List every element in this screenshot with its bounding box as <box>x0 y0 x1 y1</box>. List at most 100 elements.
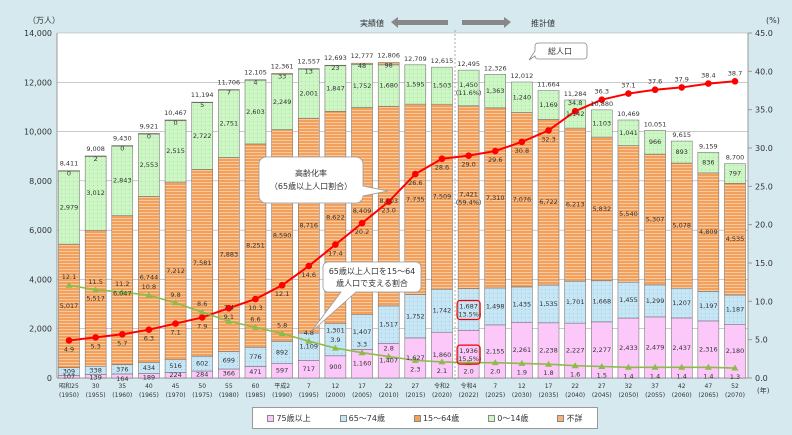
total-label: 12,105 <box>244 69 267 77</box>
segment-value-label: 516 <box>169 362 181 370</box>
total-label: 10,880 <box>590 100 613 108</box>
aging-rate-value-label: 30.8 <box>515 147 529 155</box>
segment-value-label: 1,860 <box>433 351 452 359</box>
legend-label: 15～64歳 <box>422 413 460 423</box>
segment-value-label: 376 <box>116 365 128 373</box>
total-label: 12,615 <box>431 57 454 65</box>
legend-item-65-74: 65～74歳 <box>339 413 385 424</box>
segment-value-label: 2,227 <box>566 347 585 355</box>
era-label: 47 <box>705 383 713 390</box>
segment-value-label: 139 <box>89 374 101 382</box>
segment-value-label: 2,751 <box>220 120 239 128</box>
legend-label: 65～74歳 <box>348 413 385 423</box>
support-ratio-value-label: 10.8 <box>142 283 156 291</box>
segment-value-label: 2,180 <box>726 347 745 355</box>
era-label: 令和2 <box>434 382 450 390</box>
aging-rate-point <box>678 84 686 91</box>
segment-unknown <box>84 155 107 157</box>
segment-value-label: 900 <box>329 363 341 371</box>
segment-value-label: 1,103 <box>592 119 611 127</box>
segment-value-label: 7,310 <box>486 194 505 202</box>
aging-rate-point <box>305 262 313 270</box>
era-label: 昭和25 <box>59 382 79 390</box>
year-label: (1995) <box>299 392 319 399</box>
segment-value-label: 5,832 <box>592 205 611 213</box>
total-label: 12,326 <box>484 64 507 72</box>
right-tick-label: 20.0 <box>755 221 773 230</box>
era-label: 42 <box>678 383 686 390</box>
aging-rate-value-label: 5.7 <box>117 339 127 347</box>
aging-rate-value-label: 32.3 <box>541 135 555 143</box>
legend-label: 75歳以上 <box>276 413 311 423</box>
aging-rate-point <box>92 334 99 341</box>
support-ratio-point <box>331 344 339 351</box>
segment-value-label: 1,207 <box>672 299 691 307</box>
support-ratio-point <box>92 286 100 293</box>
segment-value-label: 7,735 <box>406 195 425 203</box>
segment-value-label: 602 <box>196 360 208 368</box>
total-label: 12,709 <box>404 55 427 63</box>
segment-unknown <box>377 62 400 66</box>
year-label: (2060) <box>672 392 692 399</box>
segment-value-label: 1,363 <box>486 87 505 95</box>
segment-value-label: 1,847 <box>326 85 345 93</box>
segment-value-label: 1,187 <box>726 306 745 314</box>
year-label: (1965) <box>139 392 159 399</box>
aging-rate-point <box>385 198 392 205</box>
segment-value-label: 1,197 <box>699 302 718 310</box>
segment-value-label: 1,240 <box>513 93 532 101</box>
segment-value-label: 2,515 <box>166 147 185 155</box>
year-label: (2000) <box>325 392 345 399</box>
right-tick-label: 40.0 <box>755 67 773 76</box>
year-label: (2020) <box>432 392 452 399</box>
aging-rate-value-label: 4.9 <box>64 345 74 353</box>
segment-value-label: 164 <box>116 375 128 383</box>
support-ratio-value-label: 11.2 <box>115 280 129 288</box>
support-ratio-title-2: 歳人口で支える割合 <box>336 278 408 288</box>
segment-value-label: 7,421 <box>459 190 478 198</box>
right-tick-label: 10.0 <box>755 297 773 306</box>
segment-unknown <box>58 170 80 172</box>
aging-rate-point <box>145 326 153 334</box>
segment-unknown <box>324 64 347 67</box>
aging-rate-value-label: 36.3 <box>595 88 609 96</box>
actual-label: 実績値 <box>360 18 384 28</box>
aging-rate-value-label: 26.6 <box>408 179 422 187</box>
segment-value-label: 4,535 <box>726 235 745 243</box>
aging-rate-value-label: 29.6 <box>488 156 502 164</box>
arrow-right-icon <box>462 17 511 28</box>
segment-share-label: (15.5%) <box>456 355 482 363</box>
segment-share-label: (13.5%) <box>456 311 482 319</box>
segment-value-label: 8,103 <box>379 197 398 205</box>
aging-rate-value-label: 37.9 <box>674 75 688 83</box>
segment-0-14 <box>457 69 480 107</box>
aging-rate-callout: 高齢化率 （65歳以上人口割合） <box>258 156 389 204</box>
segment-share-label: (11.6%) <box>456 89 482 97</box>
segment-value-label: 2,479 <box>646 343 665 351</box>
total-label: 12,777 <box>351 52 374 60</box>
total-label: 9,008 <box>86 145 105 153</box>
segment-value-label: 8,251 <box>246 242 265 250</box>
support-ratio-value-label: 1.6 <box>570 371 580 379</box>
aging-rate-value-label: 34.8 <box>568 99 582 107</box>
total-population-callout: 総人口 <box>528 42 588 61</box>
segment-value-label: 1,535 <box>539 300 558 308</box>
segment-value-label: 2,433 <box>619 344 638 352</box>
segment-0-14 <box>644 130 666 155</box>
support-ratio-value-label: 2.0 <box>463 368 473 376</box>
legend-item-0-14: 0～14歳 <box>488 413 529 424</box>
segment-value-label: 1,041 <box>619 129 638 137</box>
unknown-value-label: 5 <box>200 101 204 109</box>
era-label: 60 <box>252 383 260 390</box>
left-tick-label: 6,000 <box>29 226 52 235</box>
support-ratio-value-label: 2.8 <box>384 345 394 353</box>
segment-value-label: 3,012 <box>86 189 105 197</box>
support-ratio-value-label: 1.5 <box>597 372 607 380</box>
total-label: 12,693 <box>324 54 347 62</box>
year-label: (2015) <box>405 392 425 399</box>
segment-value-label: 1,517 <box>379 321 398 329</box>
left-tick-label: 10,000 <box>24 128 52 137</box>
right-tick-label: 15.0 <box>755 259 773 268</box>
segment-0-14 <box>724 163 746 184</box>
unknown-value-label: 13 <box>305 68 313 76</box>
